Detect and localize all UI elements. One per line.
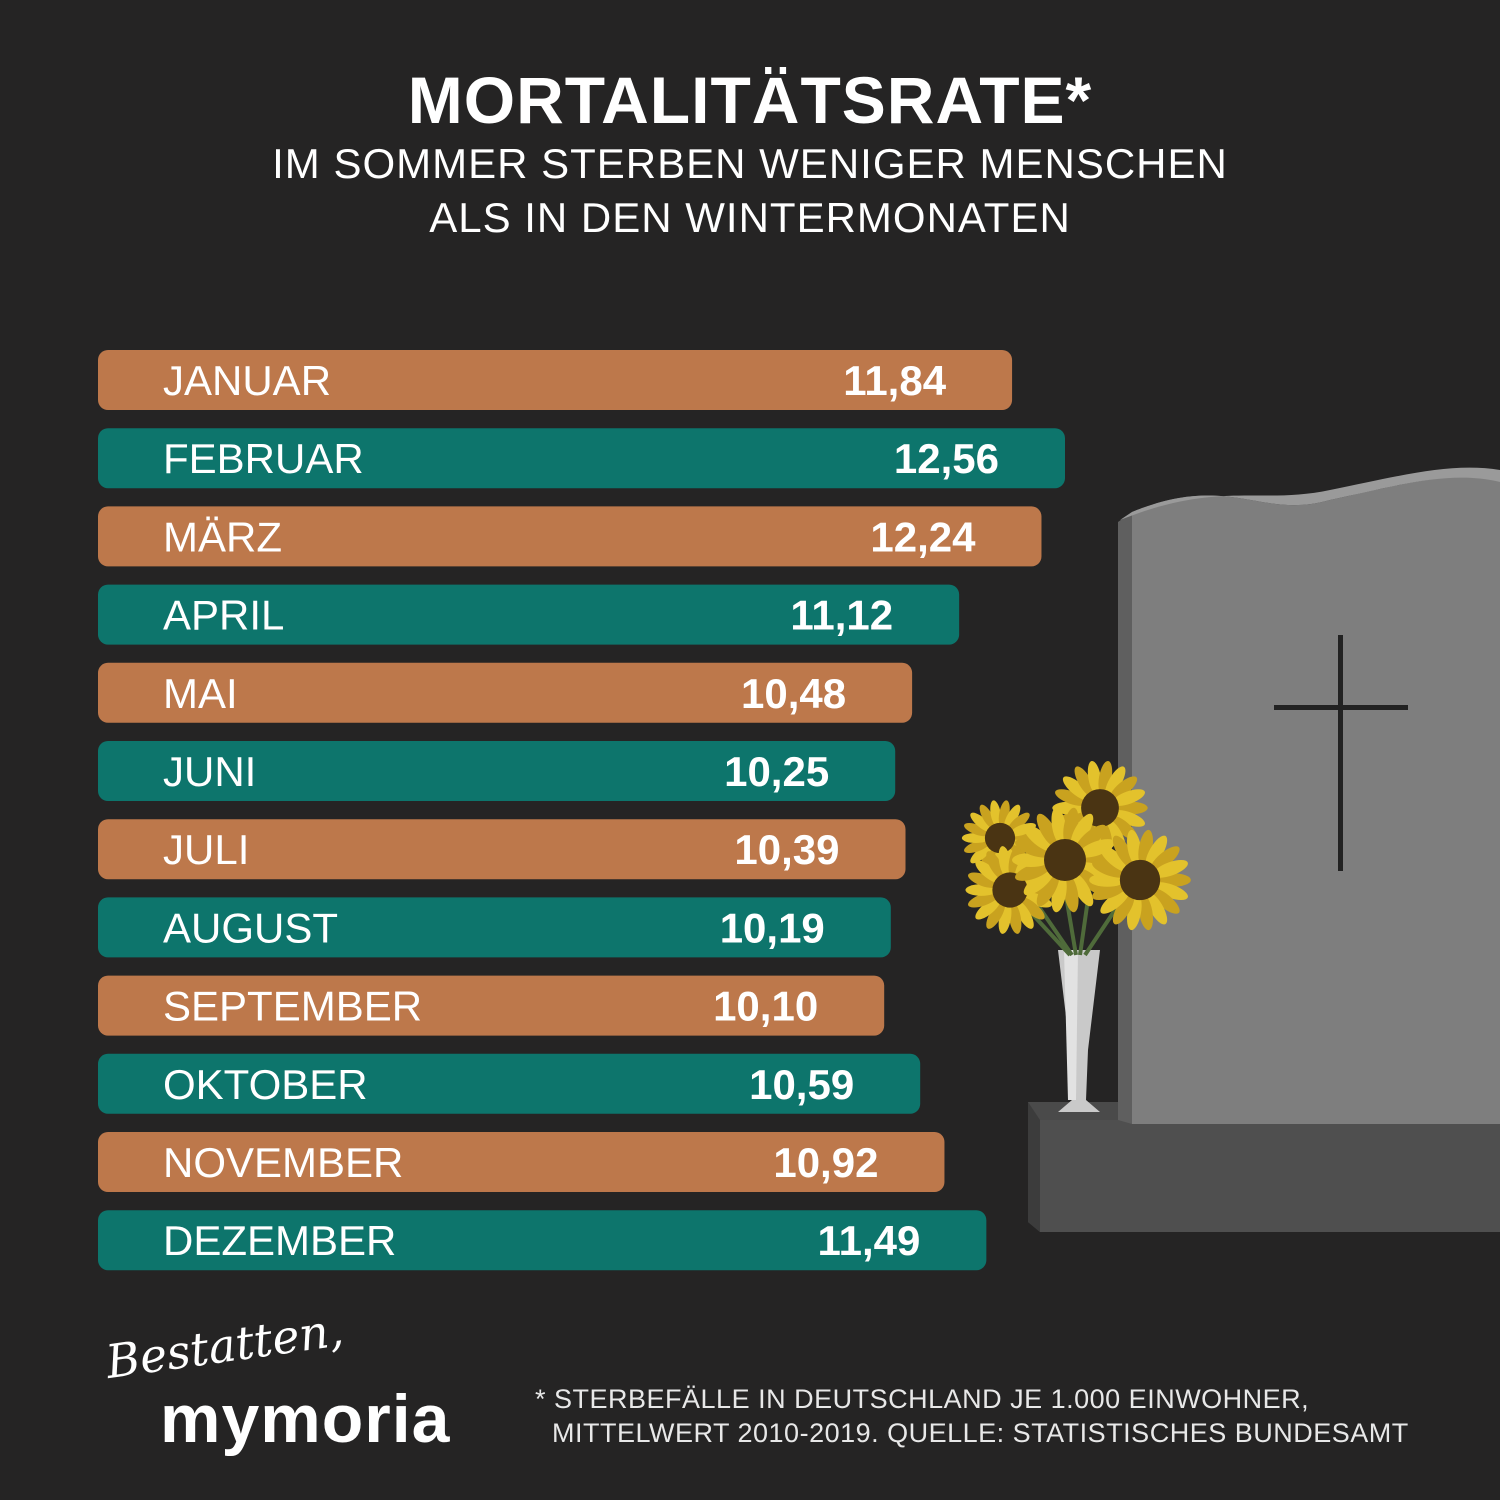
subtitle-line-2: ALS IN DEN WINTERMONATEN	[429, 194, 1071, 241]
bar-oktober	[98, 1053, 921, 1114]
bar-label: DEZEMBER	[163, 1217, 396, 1264]
bar-value: 10,59	[749, 1061, 854, 1108]
bar-label: AUGUST	[163, 904, 338, 951]
bar-label: SEPTEMBER	[163, 983, 422, 1030]
bar-value: 10,39	[734, 826, 839, 873]
bar-value: 10,19	[720, 904, 825, 951]
bar-value: 12,56	[894, 435, 999, 482]
bar-value: 10,10	[713, 983, 818, 1030]
footnote-line-1: * STERBEFÄLLE IN DEUTSCHLAND JE 1.000 EI…	[535, 1384, 1310, 1414]
page-title: MORTALITÄTSRATE*	[407, 63, 1093, 137]
bar-januar	[98, 350, 1013, 410]
bar-label: MÄRZ	[163, 513, 282, 560]
bar-dezember	[98, 1210, 987, 1271]
bar-value: 10,48	[741, 670, 846, 717]
subtitle-line-1: IM SOMMER STERBEN WENIGER MENSCHEN	[272, 140, 1228, 187]
bar-label: APRIL	[163, 592, 284, 639]
bar-november	[98, 1132, 945, 1192]
bar-label: NOVEMBER	[163, 1139, 403, 1186]
sunflower-vase-icon	[961, 760, 1191, 1112]
bar-august	[98, 897, 891, 958]
bar-label: OKTOBER	[163, 1061, 368, 1108]
bar-label: FEBRUAR	[163, 435, 364, 482]
bar-value: 12,24	[870, 513, 976, 560]
bar-juni	[98, 741, 896, 801]
bar-april	[98, 584, 960, 645]
bar-value: 11,12	[790, 592, 893, 639]
bar-september	[98, 975, 885, 1036]
footnote-line-2: MITTELWERT 2010-2019. QUELLE: STATISTISC…	[552, 1418, 1409, 1448]
bar-label: JULI	[163, 826, 249, 873]
bar-value: 10,92	[773, 1139, 878, 1186]
bar-juli	[98, 819, 906, 880]
bar-label: JUNI	[163, 748, 256, 795]
bar-value: 11,84	[843, 357, 946, 404]
gravestone-with-cross-icon	[1028, 467, 1500, 1232]
bar-label: MAI	[163, 670, 238, 717]
bar-februar	[98, 428, 1065, 489]
bar-märz	[98, 506, 1042, 567]
bar-label: JANUAR	[163, 357, 331, 404]
logo-wordmark: mymoria	[160, 1381, 451, 1457]
bar-value: 11,49	[818, 1217, 921, 1264]
bar-mai	[98, 662, 913, 723]
bar-value: 10,25	[724, 748, 829, 795]
source-footnote: * STERBEFÄLLE IN DEUTSCHLAND JE 1.000 EI…	[535, 1382, 1409, 1450]
